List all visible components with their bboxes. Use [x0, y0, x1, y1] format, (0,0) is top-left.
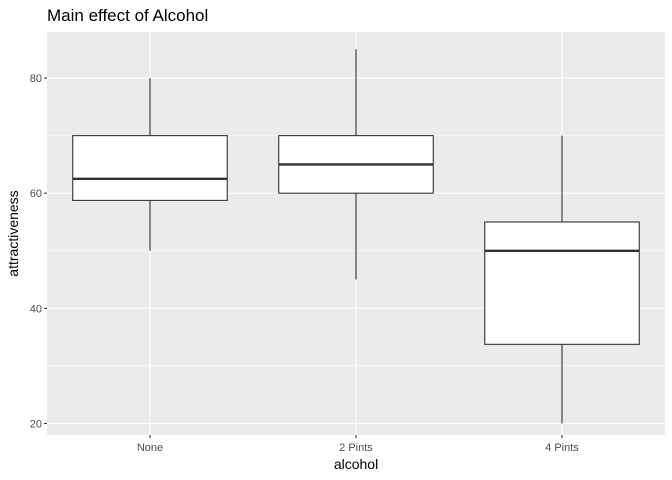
x-axis: None 2 Pints 4 Pints: [137, 435, 579, 454]
box-none: [72, 78, 228, 251]
box-4-pints: [484, 135, 640, 424]
box-iqr: [72, 135, 228, 201]
y-axis-title: attractiveness: [5, 190, 21, 276]
y-axis: 20 40 60 80: [30, 73, 47, 430]
y-tick-label: 20: [30, 418, 42, 430]
boxes: [72, 49, 640, 424]
box-iqr: [484, 221, 640, 345]
x-tick-label: 4 Pints: [545, 442, 579, 454]
x-tick-label: None: [137, 442, 163, 454]
x-tick-label: 2 Pints: [339, 442, 373, 454]
chart-title: Main effect of Alcohol: [47, 6, 208, 25]
y-tick-label: 40: [30, 303, 42, 315]
box-2-pints: [278, 49, 434, 280]
x-axis-title: alcohol: [334, 456, 378, 472]
y-tick-label: 80: [30, 73, 42, 85]
y-tick-label: 60: [30, 188, 42, 200]
